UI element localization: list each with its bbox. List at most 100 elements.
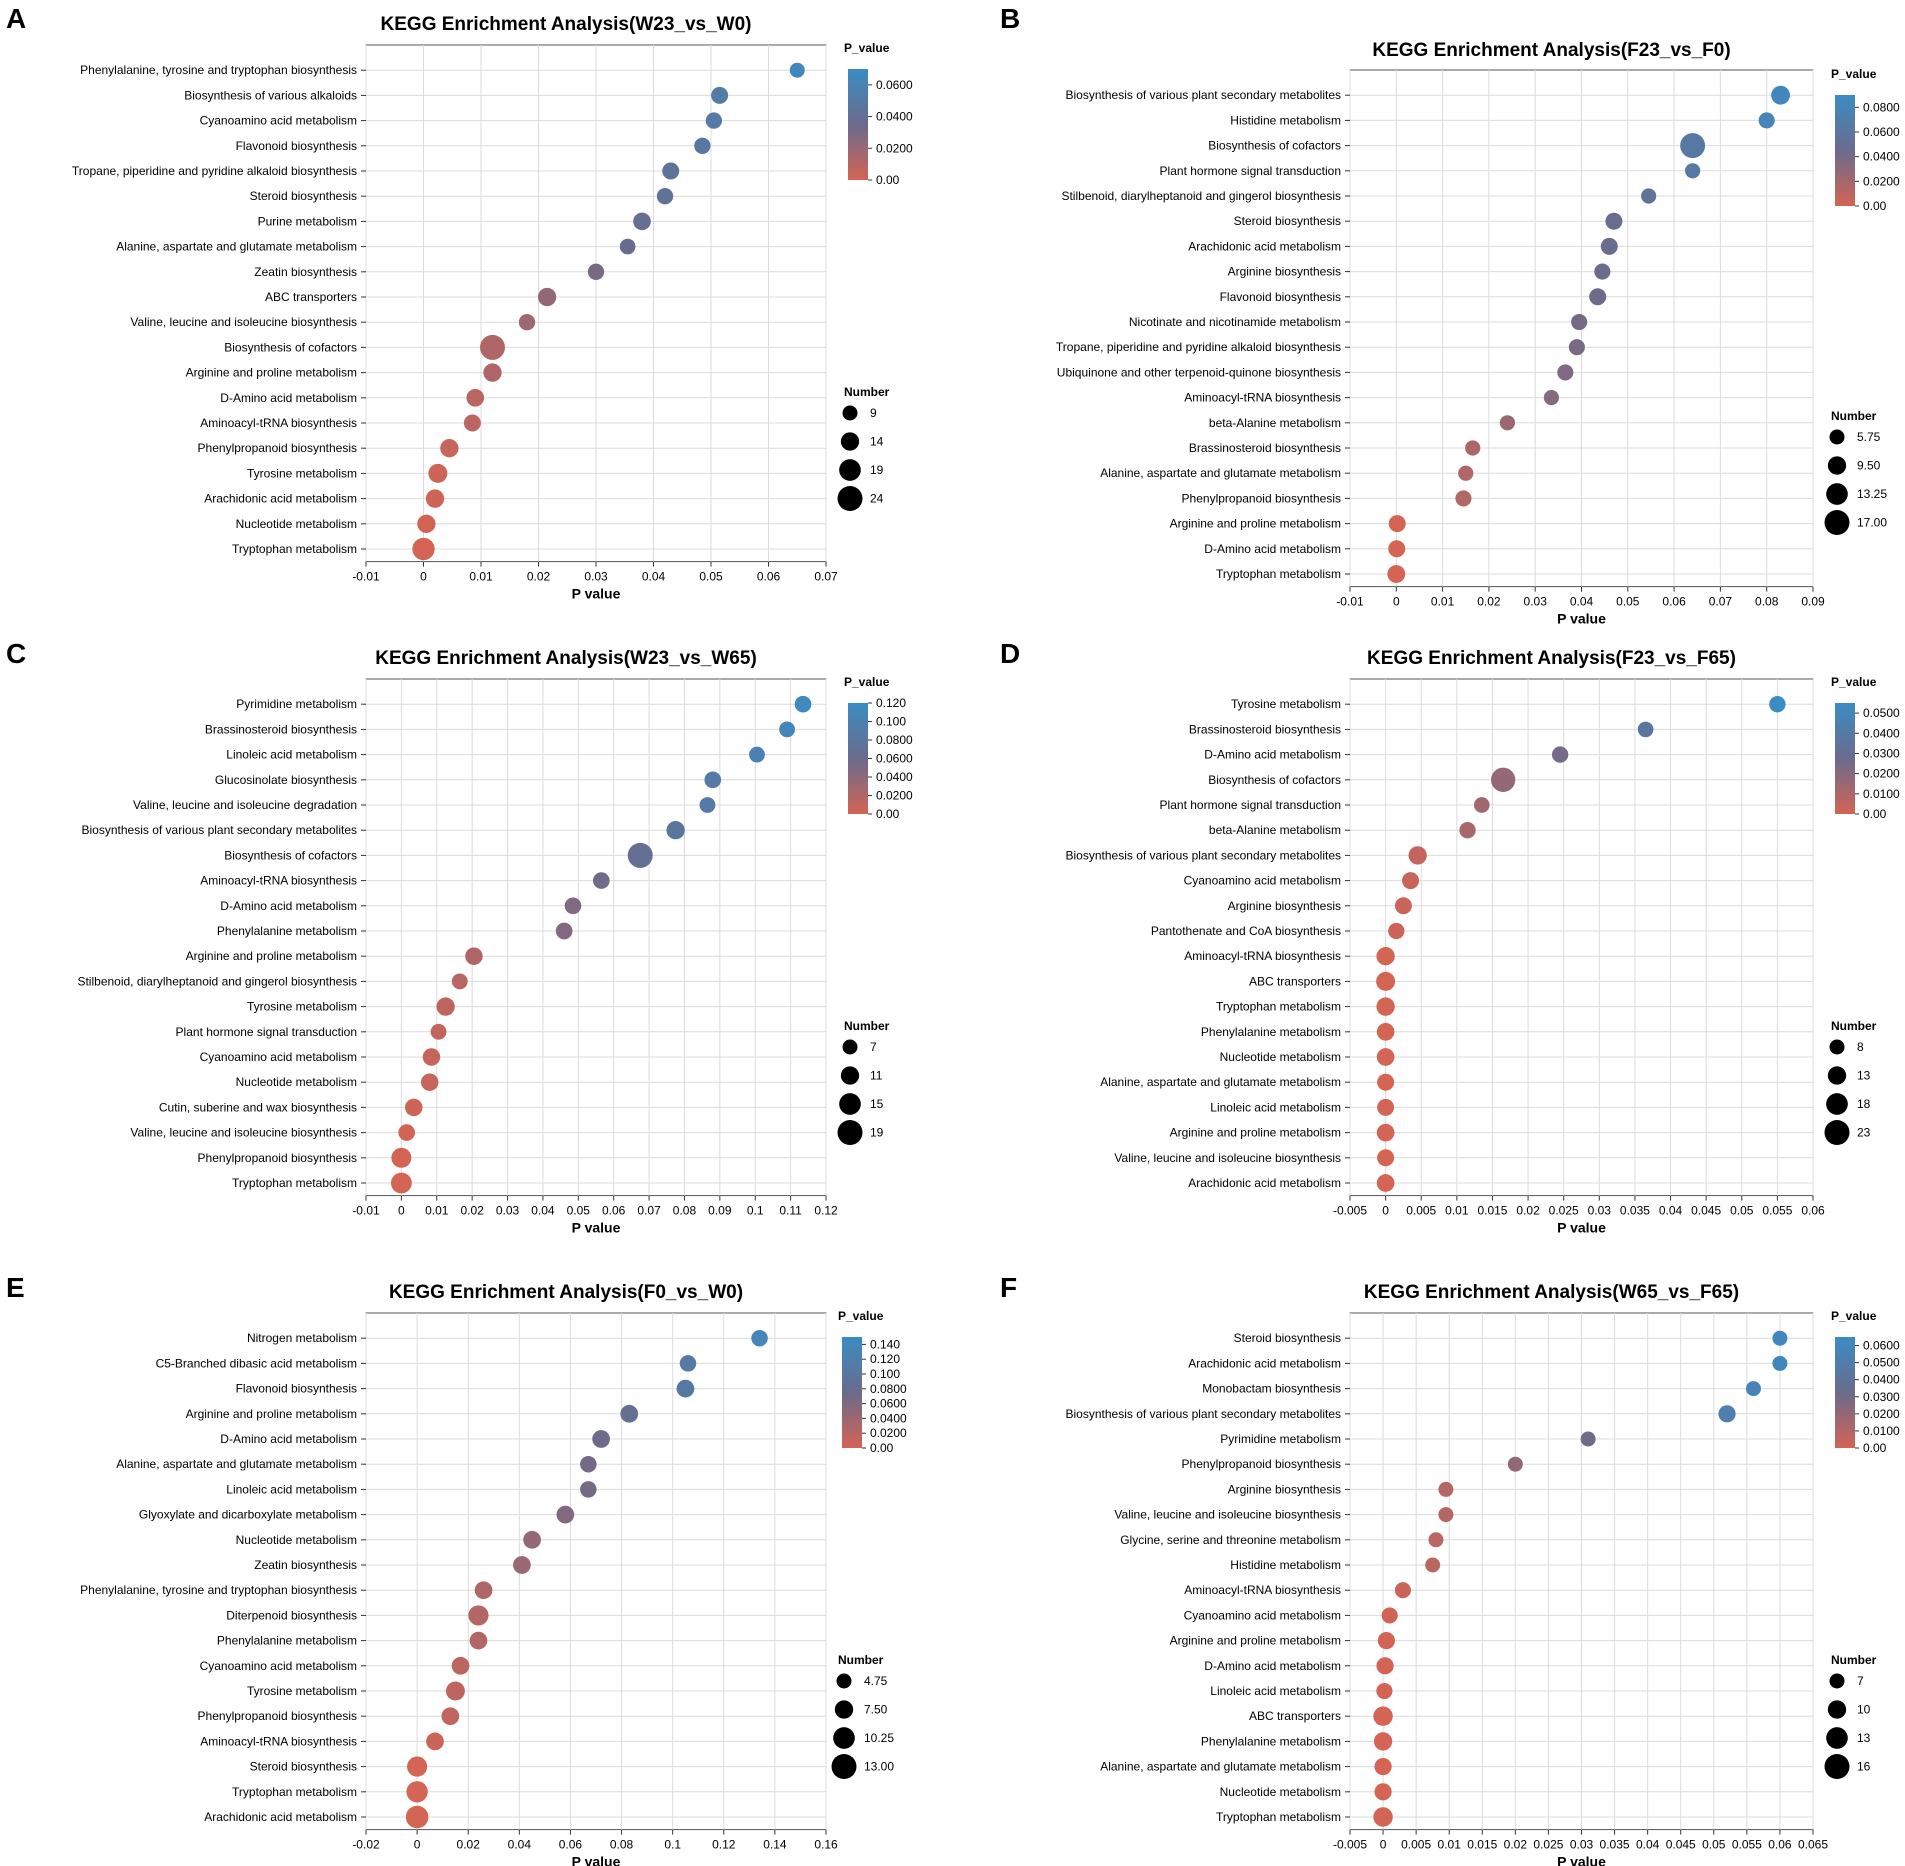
data-point: [1772, 1330, 1788, 1346]
data-point: [633, 212, 651, 231]
color-legend-label: 0.0200: [1863, 174, 1900, 188]
data-point: [1685, 163, 1701, 179]
panel-c: C KEGG Enrichment Analysis(W23_vs_W65) -0.…: [0, 634, 952, 1246]
data-point: [1465, 440, 1481, 456]
pathway-label: Phenylalanine metabolism: [217, 1634, 357, 1648]
pathway-label: Steroid biosynthesis: [1234, 1331, 1341, 1345]
pathway-label: Tyrosine metabolism: [247, 1000, 357, 1014]
data-point: [468, 1605, 489, 1626]
x-tick-label: 0.1: [664, 1838, 681, 1852]
pathway-label: Tryptophan metabolism: [1216, 1810, 1341, 1824]
pathway-label: Aminoacyl-tRNA biosynthesis: [1184, 391, 1341, 405]
data-point: [1388, 922, 1405, 940]
pathway-label: Steroid biosynthesis: [250, 1760, 357, 1774]
data-point: [1376, 1123, 1395, 1142]
x-tick-label: 0: [1380, 1838, 1387, 1852]
data-point: [1388, 515, 1406, 533]
color-bar: [1835, 95, 1855, 206]
x-tick-label: 0.09: [1801, 595, 1825, 609]
pathway-label: Zeatin biosynthesis: [254, 1558, 357, 1572]
x-tick-label: 0.055: [1762, 1204, 1792, 1218]
pathway-label: Nucleotide metabolism: [236, 517, 357, 531]
x-tick-label: 0.1: [747, 1204, 764, 1218]
data-point: [1388, 540, 1406, 558]
pathway-label: Phenylpropanoid biosynthesis: [1182, 491, 1341, 505]
data-point: [1772, 1355, 1788, 1371]
x-tick-label: 0.035: [1600, 1838, 1630, 1852]
pathway-label: Tyrosine metabolism: [247, 1684, 357, 1698]
color-legend-label: 0.0300: [1863, 746, 1900, 760]
size-legend-label: 11: [870, 1069, 883, 1083]
size-legend-dot: [833, 1727, 855, 1749]
panel-letter: B: [1000, 3, 1020, 34]
color-legend-label: 0.0400: [870, 1411, 907, 1425]
color-bar: [842, 1337, 862, 1448]
pathway-label: Phenylalanine metabolism: [1201, 1025, 1341, 1039]
chart-title: KEGG Enrichment Analysis(F23_vs_F0): [1372, 40, 1730, 61]
plot-area: [1349, 678, 1814, 1197]
pathway-label: Nicotinate and nicotinamide metabolism: [1129, 315, 1341, 329]
pathway-label: Glyoxylate and dicarboxylate metabolism: [139, 1508, 357, 1522]
pathway-label: Brassinosteroid biosynthesis: [1189, 722, 1341, 736]
plot-area: [365, 1312, 827, 1831]
pathway-label: Histidine metabolism: [1230, 113, 1341, 127]
x-tick-label: 0.02: [460, 1204, 484, 1218]
color-bar: [848, 69, 868, 180]
color-legend-label: 0.00: [1863, 807, 1887, 821]
data-point: [417, 514, 436, 533]
pathway-label: Alanine, aspartate and glutamate metabol…: [1100, 466, 1341, 480]
color-legend-label: 0.120: [870, 1352, 900, 1366]
x-tick-label: 0.03: [496, 1204, 520, 1218]
pathway-label: Biosynthesis of various plant secondary …: [1066, 88, 1341, 102]
data-point: [1605, 212, 1623, 230]
pathway-label: Steroid biosynthesis: [1234, 214, 1341, 228]
size-legend-dot: [1824, 510, 1850, 535]
pathway-label: Biosynthesis of various alkaloids: [184, 88, 357, 102]
pathway-label: Biosynthesis of various plant secondary …: [1066, 1407, 1341, 1421]
size-legend-dot: [1827, 1066, 1847, 1085]
pathway-label: Arginine biosynthesis: [1228, 265, 1341, 279]
size-legend-dot: [1826, 483, 1848, 505]
data-point: [580, 1455, 597, 1473]
pathway-label: Phenylalanine metabolism: [217, 924, 357, 938]
size-legend-label: 16: [1857, 1760, 1871, 1774]
color-bar: [1835, 703, 1855, 814]
data-point: [390, 1172, 412, 1194]
size-legend-label: 7: [1857, 1674, 1864, 1688]
x-tick-label: 0: [398, 1204, 405, 1218]
pathway-label: Alanine, aspartate and glutamate metabol…: [116, 240, 357, 254]
data-point: [426, 1732, 444, 1751]
data-point: [705, 112, 723, 129]
data-point: [1376, 1657, 1394, 1675]
x-tick-label: -0.01: [352, 1204, 380, 1218]
x-tick-label: 0.04: [1636, 1838, 1660, 1852]
color-legend-label: 0.0600: [876, 752, 913, 766]
pathway-label: Purine metabolism: [258, 214, 357, 228]
x-tick-label: 0.005: [1401, 1838, 1431, 1852]
x-tick-label: 0.01: [469, 570, 493, 584]
pathway-label: Linoleic acid metabolism: [226, 748, 357, 762]
x-tick-label: 0.04: [1659, 1204, 1683, 1218]
color-legend-label: 0.0200: [870, 1426, 907, 1440]
x-tick-label: 0.05: [1616, 595, 1640, 609]
pathway-label: Nitrogen metabolism: [247, 1331, 357, 1345]
x-tick-label: 0.02: [1477, 595, 1501, 609]
pathway-label: Valine, leucine and isoleucine degradati…: [133, 798, 357, 812]
pathway-label: D-Amino acid metabolism: [220, 899, 357, 913]
color-legend-label: 0.00: [876, 807, 900, 821]
size-legend-label: 10: [1857, 1703, 1871, 1717]
size-legend-dot: [836, 1673, 852, 1689]
x-tick-label: 0.025: [1533, 1838, 1563, 1852]
data-point: [1394, 1582, 1411, 1599]
chart-svg-d: D KEGG Enrichment Analysis(F23_vs_F65) -0.…: [1000, 638, 1900, 1236]
pathway-label: Pyrimidine metabolism: [236, 697, 357, 711]
data-point: [1377, 1149, 1395, 1167]
data-point: [676, 1379, 695, 1398]
size-legend-label: 9.50: [1857, 459, 1881, 473]
panel-letter: C: [6, 638, 26, 669]
data-point: [1490, 767, 1516, 792]
pathway-label: Nucleotide metabolism: [236, 1075, 357, 1089]
size-legend-label: 24: [870, 492, 884, 506]
x-tick-label: 0.02: [457, 1838, 481, 1852]
data-point: [474, 1581, 493, 1600]
